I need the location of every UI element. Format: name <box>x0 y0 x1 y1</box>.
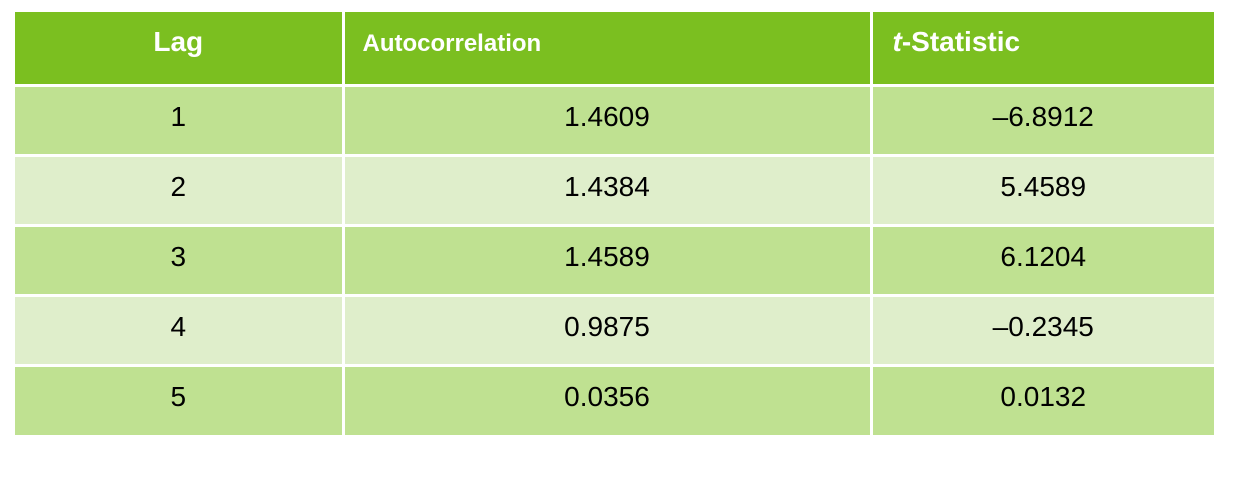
header-t-statistic-rest: -Statistic <box>901 26 1021 57</box>
header-t-statistic: t-Statistic <box>869 12 1214 87</box>
cell-autocorrelation: 1.4589 <box>341 223 873 297</box>
table-row: 1 1.4609 –6.8912 <box>15 83 1214 157</box>
cell-lag: 1 <box>15 83 345 157</box>
cell-t-statistic: 6.1204 <box>869 223 1214 297</box>
cell-lag: 3 <box>15 223 345 297</box>
autocorrelation-table: Lag Autocorrelation t-Statistic 1 1.4609… <box>15 12 1214 435</box>
cell-autocorrelation: 0.0356 <box>341 363 873 435</box>
header-t-statistic-t: t <box>892 26 902 57</box>
cell-lag: 4 <box>15 293 345 367</box>
header-autocorrelation: Autocorrelation <box>341 12 873 87</box>
cell-t-statistic: 0.0132 <box>869 363 1214 435</box>
table-row: 2 1.4384 5.4589 <box>15 153 1214 227</box>
header-lag: Lag <box>15 12 345 87</box>
table-row: 3 1.4589 6.1204 <box>15 223 1214 297</box>
cell-autocorrelation: 1.4384 <box>341 153 873 227</box>
cell-autocorrelation: 0.9875 <box>341 293 873 367</box>
table-row: 4 0.9875 –0.2345 <box>15 293 1214 367</box>
cell-lag: 5 <box>15 363 345 435</box>
cell-lag: 2 <box>15 153 345 227</box>
table-row: 5 0.0356 0.0132 <box>15 363 1214 435</box>
cell-t-statistic: 5.4589 <box>869 153 1214 227</box>
cell-t-statistic: –0.2345 <box>869 293 1214 367</box>
cell-t-statistic: –6.8912 <box>869 83 1214 157</box>
cell-autocorrelation: 1.4609 <box>341 83 873 157</box>
table-header-row: Lag Autocorrelation t-Statistic <box>15 12 1214 87</box>
autocorrelation-table-container: Lag Autocorrelation t-Statistic 1 1.4609… <box>15 12 1214 435</box>
